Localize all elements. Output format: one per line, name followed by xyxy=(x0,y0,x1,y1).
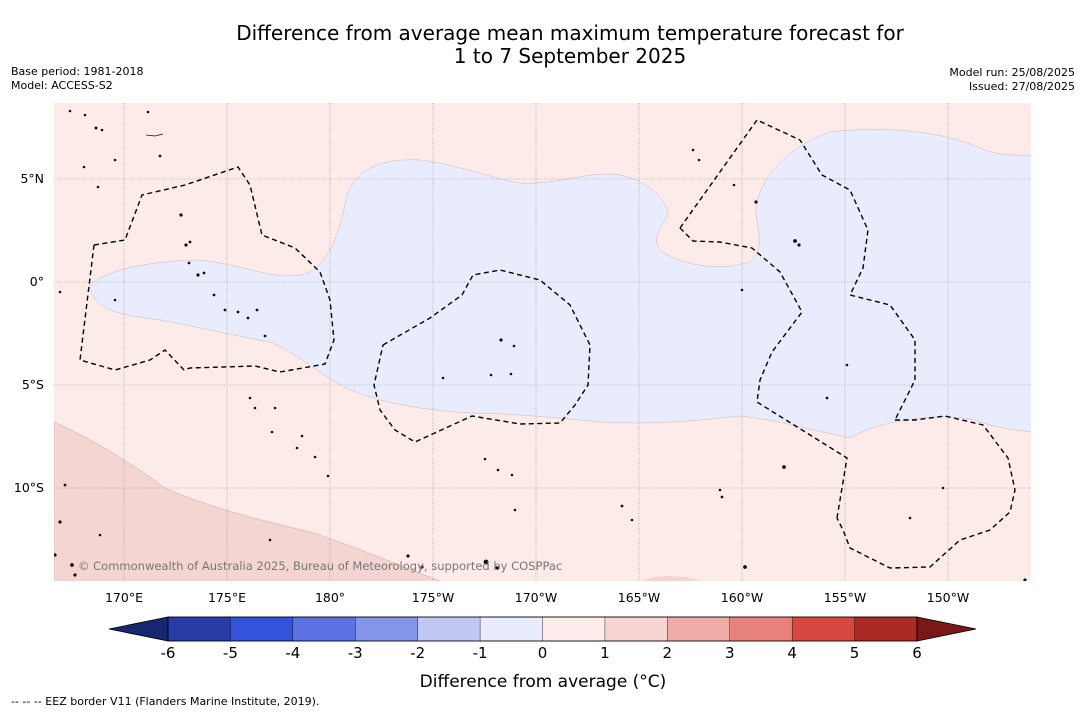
lon-label-175e: 175°E xyxy=(208,590,246,605)
colorbar-cell xyxy=(479,616,544,642)
colorbar-tick-label: 3 xyxy=(725,644,735,662)
eez-borders xyxy=(79,119,1016,569)
lon-label-170e: 170°E xyxy=(105,590,143,605)
colorbar-cell xyxy=(292,616,356,642)
lon-label-160w: 160°W xyxy=(721,590,763,605)
colorbar-tick-label: 6 xyxy=(912,644,922,662)
colorbar-cell xyxy=(604,616,669,642)
map-title: Difference from average mean maximum tem… xyxy=(0,22,1085,68)
lon-label-180: 180° xyxy=(315,590,345,605)
colorbar-cell xyxy=(355,616,419,642)
anomaly-1-to-2-region-south xyxy=(642,576,701,581)
base-period: Base period: 1981-2018 xyxy=(11,65,144,78)
meta-left: Base period: 1981-2018 Model: ACCESS-S2 xyxy=(11,65,143,93)
colorbar: -6 -5 -4 -3 -2 -1 0 1 2 3 4 5 6 Difference from aver… xyxy=(108,616,977,692)
colorbar-tick-label: 5 xyxy=(850,644,860,662)
anomaly-neg1-to-0-region xyxy=(89,129,1031,439)
colorbar-cell xyxy=(667,616,731,642)
meta-right: Model run: 25/08/2025 Issued: 27/08/2025 xyxy=(949,66,1075,94)
colorbar-ticks: -6 -5 -4 -3 -2 -1 0 1 2 3 4 5 6 xyxy=(161,644,922,662)
colorbar-cell xyxy=(230,616,294,642)
colorbar-cell xyxy=(167,616,232,642)
lat-label-5n: 5°N xyxy=(20,171,44,186)
lon-label-165w: 165°W xyxy=(618,590,660,605)
colorbar-cell xyxy=(729,616,793,642)
colorbar-tick-label: 4 xyxy=(787,644,797,662)
lon-label-175w: 175°W xyxy=(412,590,454,605)
latitude-labels: 5°N 0° 5°S 10°S xyxy=(14,171,44,495)
lat-label-5s: 5°S xyxy=(22,377,44,392)
colorbar-cell xyxy=(854,616,918,642)
title-line-1: Difference from average mean maximum tem… xyxy=(236,21,904,45)
lon-label-170w: 170°W xyxy=(515,590,557,605)
map-area: © Commonwealth of Australia 2025, Bureau… xyxy=(54,103,1031,581)
colorbar-cell xyxy=(417,616,481,642)
colorbar-tick-label: 1 xyxy=(600,644,610,662)
model-run: Model run: 25/08/2025 xyxy=(949,66,1075,79)
model-name: Model: ACCESS-S2 xyxy=(11,79,113,92)
lat-label-0: 0° xyxy=(30,274,44,289)
colorbar-tick-label: -5 xyxy=(223,644,238,662)
anomaly-1-to-2-region-southwest xyxy=(54,421,441,581)
longitude-labels: 170°E 175°E 180° 175°W 170°W 165°W 160°W… xyxy=(105,590,969,605)
colorbar-tick-label: -3 xyxy=(348,644,363,662)
graticule xyxy=(54,103,1031,581)
islands xyxy=(54,109,1027,581)
colorbar-tick-label: 0 xyxy=(538,644,548,662)
colorbar-under-arrow xyxy=(108,616,169,642)
lat-label-10s: 10°S xyxy=(14,480,44,495)
colorbar-cells xyxy=(167,616,918,642)
eez-footnote: -- -- -- EEZ border V11 (Flanders Marine… xyxy=(11,695,320,708)
lon-label-150w: 150°W xyxy=(927,590,969,605)
copyright-notice: © Commonwealth of Australia 2025, Bureau… xyxy=(78,559,562,573)
issued-date: Issued: 27/08/2025 xyxy=(968,80,1075,93)
colorbar-cell xyxy=(542,616,606,642)
colorbar-cell xyxy=(791,616,856,642)
colorbar-tick-label: -1 xyxy=(473,644,488,662)
colorbar-label: Difference from average (°C) xyxy=(420,672,667,692)
colorbar-over-arrow xyxy=(916,616,977,642)
title-line-2: 1 to 7 September 2025 xyxy=(453,44,687,68)
colorbar-tick-label: -4 xyxy=(285,644,300,662)
lon-label-155w: 155°W xyxy=(824,590,866,605)
colorbar-tick-label: -6 xyxy=(161,644,176,662)
colorbar-tick-label: 2 xyxy=(663,644,673,662)
colorbar-tick-label: -2 xyxy=(410,644,425,662)
